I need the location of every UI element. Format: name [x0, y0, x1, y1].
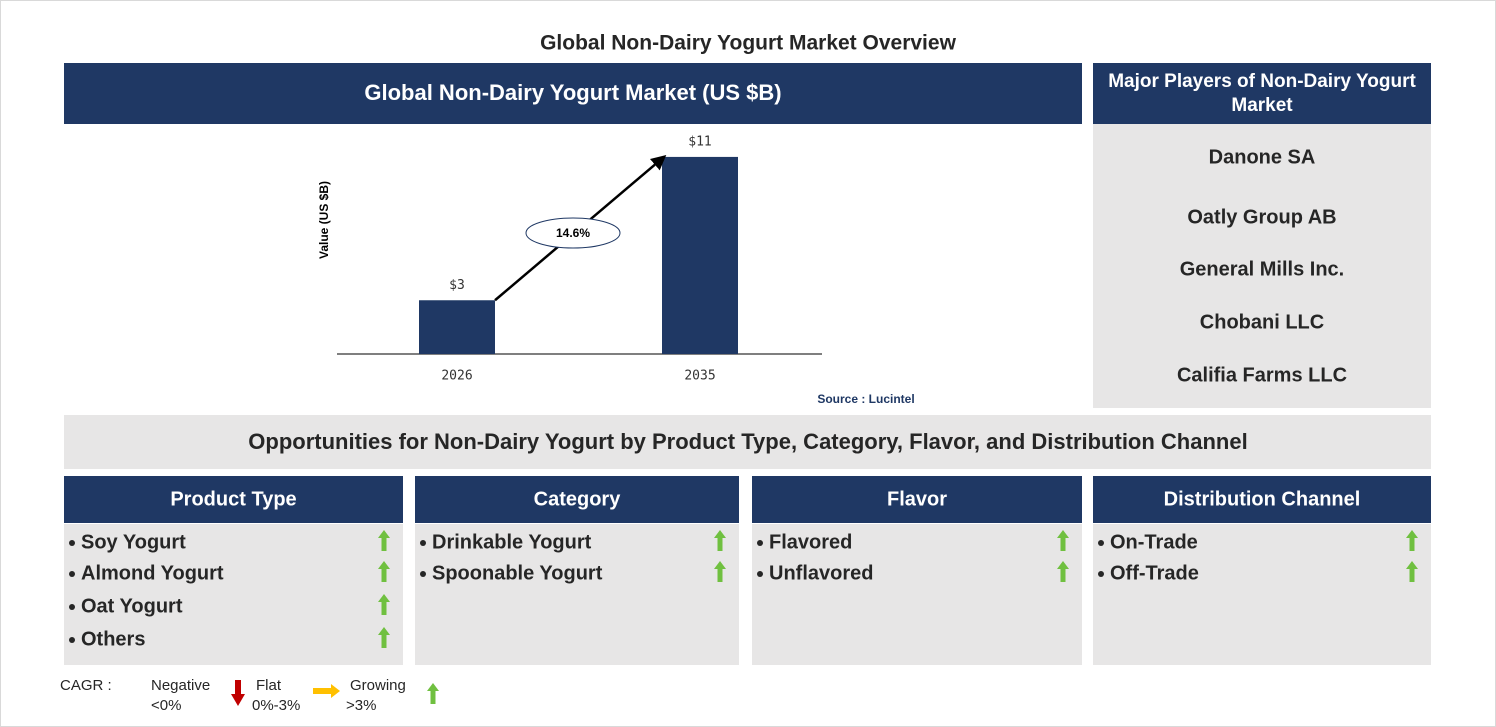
- players-title: Major Players of Non-Dairy Yogurt Market: [1108, 70, 1416, 116]
- negative-arrow: [231, 680, 245, 706]
- cagr-label: 14.6%: [556, 226, 590, 240]
- trend-arrow: [1406, 530, 1418, 551]
- segment-item: Others: [81, 628, 145, 650]
- bullet: [420, 571, 426, 577]
- trend-arrow: [1406, 561, 1418, 582]
- segment-header: [1093, 476, 1431, 523]
- players-title-box: Major Players of Non-Dairy Yogurt Market: [1108, 70, 1416, 116]
- y-axis-label: Value (US $B): [317, 181, 331, 259]
- bullet: [69, 604, 75, 610]
- bullet: [757, 571, 763, 577]
- trend-arrow: [714, 561, 726, 582]
- legend-range: <0%: [151, 697, 181, 714]
- legend-label: CAGR :: [60, 677, 112, 694]
- segment-title: Flavor: [887, 488, 947, 510]
- bar: [662, 156, 738, 354]
- segment-item: Spoonable Yogurt: [432, 562, 603, 584]
- trend-arrow: [427, 683, 439, 704]
- value-label: $3: [449, 278, 465, 293]
- trend-arrow: [378, 561, 390, 582]
- bullet: [1098, 571, 1104, 577]
- segment-body: [1093, 524, 1431, 665]
- bullet: [757, 540, 763, 546]
- segment-item: Off-Trade: [1110, 562, 1199, 584]
- source: Source : Lucintel: [817, 392, 914, 406]
- segment-item: On-Trade: [1110, 531, 1198, 553]
- chart-title: Global Non-Dairy Yogurt Market (US $B): [364, 80, 781, 105]
- opportunities-title: Opportunities for Non-Dairy Yogurt by Pr…: [248, 429, 1247, 454]
- player-name: General Mills Inc.: [1180, 258, 1345, 280]
- segment-item: Oat Yogurt: [81, 595, 183, 617]
- segment-item: Flavored: [769, 531, 852, 553]
- trend-arrow: [1057, 530, 1069, 551]
- chart-header: [64, 63, 1082, 124]
- segment-body: [64, 524, 403, 665]
- player-name: Danone SA: [1209, 146, 1316, 168]
- cagr-bubble: [525, 217, 621, 249]
- player-name: Oatly Group AB: [1187, 206, 1336, 228]
- x-tick-label: 2026: [441, 369, 472, 384]
- segment-title: Distribution Channel: [1164, 488, 1361, 510]
- x-tick-label: 2035: [684, 369, 715, 384]
- segment-item: Unflavored: [769, 562, 873, 584]
- segment-title: Product Type: [170, 488, 296, 510]
- segment-header: [415, 476, 739, 523]
- opportunities-banner: [64, 415, 1431, 469]
- bar: [419, 300, 495, 354]
- player-name: Califia Farms LLC: [1177, 364, 1347, 386]
- trend-arrow: [714, 530, 726, 551]
- trend-arrow: [1057, 561, 1069, 582]
- legend-name: Flat: [256, 677, 282, 694]
- segment-header: [752, 476, 1082, 523]
- bullet: [420, 540, 426, 546]
- page-title: Global Non-Dairy Yogurt Market Overview: [540, 32, 956, 55]
- players-body: [1093, 124, 1431, 408]
- segment-title: Category: [534, 488, 622, 510]
- segment-item: Almond Yogurt: [81, 562, 224, 584]
- legend-range: 0%-3%: [252, 697, 300, 714]
- bullet: [1098, 540, 1104, 546]
- legend-name: Growing: [350, 677, 406, 694]
- trend-arrow: [378, 530, 390, 551]
- trend-arrow: [378, 627, 390, 648]
- segment-header: [64, 476, 403, 523]
- player-name: Chobani LLC: [1200, 311, 1324, 333]
- value-label: $11: [688, 134, 711, 149]
- players-header: [1093, 63, 1431, 124]
- bullet: [69, 540, 75, 546]
- bullet: [69, 637, 75, 643]
- flat-arrow: [313, 684, 340, 698]
- legend-name: Negative: [151, 677, 210, 694]
- segment-item: Soy Yogurt: [81, 531, 186, 553]
- segment-body: [415, 524, 739, 665]
- segment-item: Drinkable Yogurt: [432, 531, 592, 553]
- trend-arrow: [378, 594, 390, 615]
- bullet: [69, 571, 75, 577]
- segment-body: [752, 524, 1082, 665]
- legend-range: >3%: [346, 697, 376, 714]
